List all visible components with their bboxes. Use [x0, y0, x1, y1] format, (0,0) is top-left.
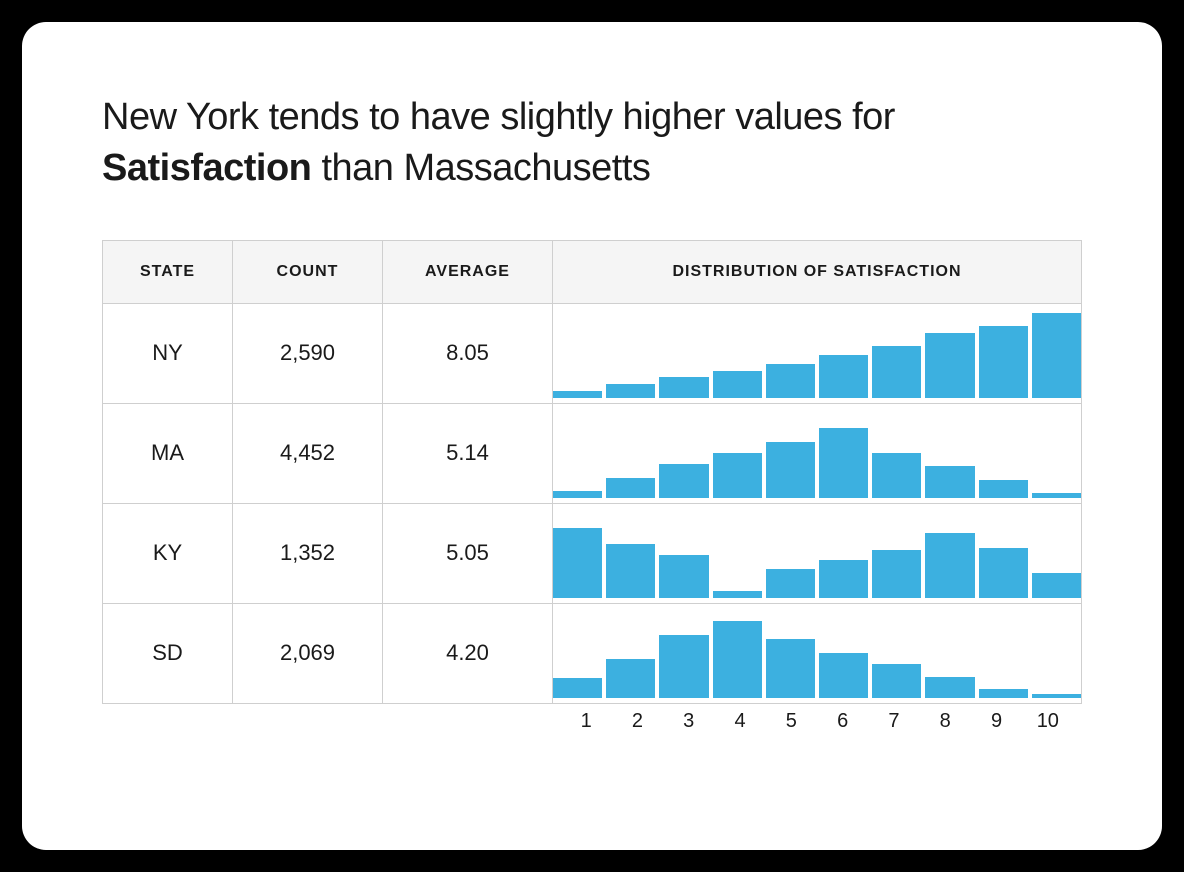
- histogram-bar: [713, 453, 762, 498]
- title-prefix: New York tends to have slightly higher v…: [102, 96, 895, 138]
- histogram-bar: [659, 464, 708, 498]
- histogram-bar: [925, 466, 974, 498]
- histogram: [553, 408, 1081, 498]
- histogram-bar: [1032, 573, 1081, 598]
- col-header-state: STATE: [103, 240, 233, 303]
- histogram-bar: [979, 548, 1028, 598]
- cell-state: KY: [103, 503, 233, 603]
- histogram-bar: [766, 442, 815, 498]
- histogram-bar: [713, 621, 762, 698]
- histogram-bar: [872, 664, 921, 698]
- x-axis-label: 6: [817, 710, 868, 733]
- histogram-bar: [659, 377, 708, 399]
- histogram-bar: [766, 639, 815, 698]
- col-header-average: AVERAGE: [383, 240, 553, 303]
- cell-average: 8.05: [383, 303, 553, 403]
- cell-distribution: [553, 403, 1082, 503]
- histogram-bar: [872, 550, 921, 599]
- histogram-bar: [819, 560, 868, 598]
- table-row: SD2,0694.20: [103, 603, 1082, 703]
- cell-distribution: [553, 303, 1082, 403]
- col-header-count: COUNT: [233, 240, 383, 303]
- card: New York tends to have slightly higher v…: [22, 22, 1162, 850]
- histogram-bar: [979, 326, 1028, 398]
- histogram-bar: [606, 544, 655, 598]
- histogram-bar: [553, 391, 602, 398]
- cell-count: 2,590: [233, 303, 383, 403]
- histogram-bar: [713, 591, 762, 598]
- histogram-bar: [659, 555, 708, 598]
- histogram-bar: [819, 428, 868, 498]
- cell-distribution: [553, 503, 1082, 603]
- title-bold: Satisfaction: [102, 147, 311, 189]
- x-axis-label: 1: [561, 710, 612, 733]
- page-title: New York tends to have slightly higher v…: [102, 92, 1082, 195]
- x-axis-label: 10: [1022, 710, 1073, 733]
- cell-average: 5.14: [383, 403, 553, 503]
- histogram-bar: [553, 528, 602, 598]
- histogram-bar: [925, 677, 974, 699]
- x-axis-label: 3: [663, 710, 714, 733]
- histogram-bar: [819, 653, 868, 698]
- histogram-bar: [553, 491, 602, 498]
- cell-state: SD: [103, 603, 233, 703]
- histogram: [553, 308, 1081, 398]
- col-header-dist: DISTRIBUTION OF SATISFACTION: [553, 240, 1082, 303]
- histogram-bar: [925, 333, 974, 398]
- histogram-bar: [979, 689, 1028, 698]
- cell-count: 4,452: [233, 403, 383, 503]
- histogram-bar: [659, 635, 708, 698]
- x-axis-label: 9: [971, 710, 1022, 733]
- table-header-row: STATE COUNT AVERAGE DISTRIBUTION OF SATI…: [103, 240, 1082, 303]
- histogram-bar: [872, 346, 921, 398]
- histogram-bar: [819, 355, 868, 398]
- histogram-bar: [766, 569, 815, 598]
- x-axis-label: 8: [920, 710, 971, 733]
- histogram-x-axis: 12345678910: [553, 704, 1082, 733]
- cell-state: NY: [103, 303, 233, 403]
- x-axis-label: 5: [766, 710, 817, 733]
- cell-average: 5.05: [383, 503, 553, 603]
- table-row: MA4,4525.14: [103, 403, 1082, 503]
- histogram-bar: [1032, 313, 1081, 399]
- histogram-bar: [553, 678, 602, 698]
- histogram-bar: [606, 384, 655, 398]
- cell-average: 4.20: [383, 603, 553, 703]
- cell-state: MA: [103, 403, 233, 503]
- histogram-bar: [979, 480, 1028, 498]
- cell-count: 2,069: [233, 603, 383, 703]
- histogram-bar: [872, 453, 921, 498]
- x-axis-label: 4: [714, 710, 765, 733]
- histogram: [553, 508, 1081, 598]
- cell-distribution: [553, 603, 1082, 703]
- table-row: NY2,5908.05: [103, 303, 1082, 403]
- cell-count: 1,352: [233, 503, 383, 603]
- histogram: [553, 608, 1081, 698]
- title-suffix: than Massachusetts: [311, 147, 650, 189]
- histogram-bar: [1032, 694, 1081, 699]
- histogram-bar: [1032, 493, 1081, 498]
- histogram-bar: [925, 533, 974, 598]
- histogram-bar: [606, 478, 655, 498]
- x-axis-label: 7: [868, 710, 919, 733]
- histogram-bar: [766, 364, 815, 398]
- table-row: KY1,3525.05: [103, 503, 1082, 603]
- histogram-bar: [713, 371, 762, 398]
- x-axis-label: 2: [612, 710, 663, 733]
- histogram-bar: [606, 659, 655, 699]
- satisfaction-table: STATE COUNT AVERAGE DISTRIBUTION OF SATI…: [102, 240, 1082, 704]
